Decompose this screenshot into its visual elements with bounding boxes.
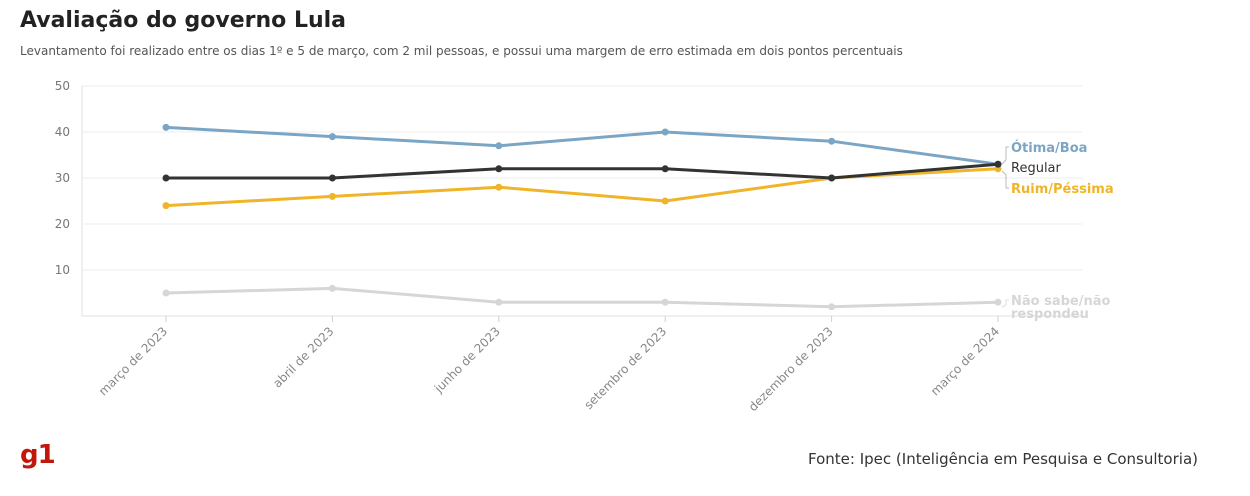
y-tick-label: 30 (55, 171, 70, 185)
data-point (661, 298, 669, 306)
data-point (495, 165, 503, 173)
y-tick-label: 20 (55, 217, 70, 231)
g1-logo: g1 (20, 440, 56, 470)
chart-title: Avaliação do governo Lula (20, 8, 347, 33)
x-tick-label: junho de 2023 (431, 324, 503, 396)
chart-subtitle: Levantamento foi realizado entre os dias… (20, 44, 903, 58)
x-tick-label: dezembro de 2023 (746, 324, 836, 414)
source-note: Fonte: Ipec (Inteligência em Pesquisa e … (808, 450, 1198, 468)
data-point (828, 137, 836, 145)
data-point (328, 133, 336, 141)
data-point (661, 197, 669, 205)
series-end-label: Regular (1011, 161, 1062, 176)
label-connector (1001, 146, 1009, 165)
data-point (162, 123, 170, 131)
label-connector (1001, 170, 1009, 189)
data-point (328, 284, 336, 292)
y-tick-label: 50 (55, 79, 70, 93)
label-connector (1001, 299, 1009, 308)
series-end-label: Não sabe/não (1011, 294, 1111, 309)
x-tick-label: abril de 2023 (270, 324, 336, 390)
data-point (495, 183, 503, 191)
series-end-label: respondeu (1011, 307, 1089, 322)
series-end-label: Ótima/Boa (1011, 140, 1087, 156)
x-tick-label: março de 2024 (928, 324, 1002, 398)
y-tick-label: 10 (55, 263, 70, 277)
data-point (994, 160, 1002, 168)
series-line (165, 125, 999, 166)
data-point (162, 289, 170, 297)
data-point (328, 192, 336, 200)
data-point (495, 142, 503, 150)
x-tick-label: setembro de 2023 (581, 324, 669, 412)
series-end-label: Ruim/Péssima (1011, 182, 1114, 197)
data-point (994, 298, 1002, 306)
data-point (828, 303, 836, 311)
data-point (495, 298, 503, 306)
data-point (828, 174, 836, 182)
data-point (162, 174, 170, 182)
series-line (165, 286, 999, 309)
series-line (166, 162, 999, 180)
x-tick-label: março de 2023 (96, 324, 170, 398)
y-tick-label: 40 (55, 125, 70, 139)
data-point (328, 174, 336, 182)
data-point (661, 128, 669, 136)
data-point (162, 202, 170, 210)
data-point (661, 165, 669, 173)
